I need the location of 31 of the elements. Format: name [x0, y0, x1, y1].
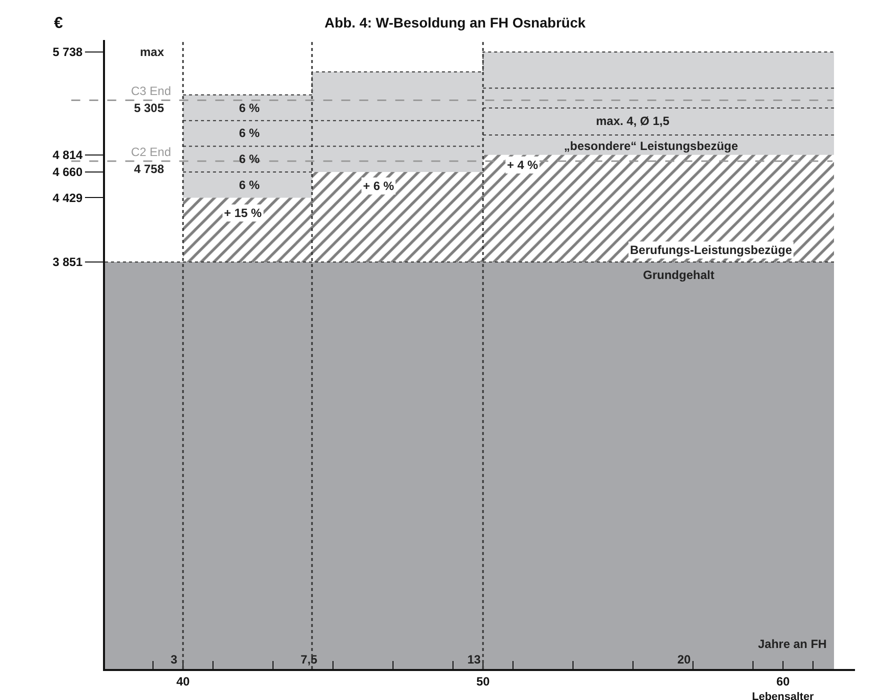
annotation: 6 % — [239, 101, 260, 115]
annotation: „besondere“ Leistungsbezüge — [564, 139, 738, 153]
x2-axis-title: Jahre an FH — [758, 637, 827, 651]
annotation: 6 % — [239, 126, 260, 140]
annotation: + 6 % — [363, 179, 394, 193]
x2-tick-label: 20 — [677, 652, 691, 667]
y-axis-title: € — [54, 15, 63, 32]
x-tick-label: 50 — [476, 674, 490, 688]
x2-tick-label: 13 — [467, 652, 481, 667]
y-tick-label: 5 738 — [52, 45, 83, 60]
x-tick-label: 60 — [776, 674, 790, 688]
y-tick-label: 4 814 — [52, 148, 83, 162]
x-tick-label: 40 — [176, 674, 190, 688]
annotation: Grundgehalt — [643, 268, 714, 282]
annotation: 4 758 — [134, 162, 164, 176]
annotation: 6 % — [239, 152, 260, 166]
ref-line-label: C3 End — [131, 84, 172, 98]
y-tick-label: 4 660 — [52, 165, 83, 180]
annotation: Berufungs-Leistungsbezüge — [630, 243, 792, 257]
x2-tick-label: 3 — [170, 652, 178, 667]
annotation: + 4 % — [507, 158, 538, 172]
annotation: 6 % — [239, 178, 260, 192]
x-axis-title: Lebensalter — [752, 691, 814, 700]
y-tick-label: 3 851 — [52, 255, 83, 270]
annotation: max. 4, Ø 1,5 — [596, 114, 670, 128]
annotation: max — [140, 45, 164, 59]
y-tick-label: 4 429 — [52, 190, 83, 205]
ref-line-label: C2 End — [131, 145, 172, 159]
annotation: + 15 % — [224, 206, 262, 220]
annotation: 5 305 — [134, 101, 164, 115]
chart-title: Abb. 4: W-Besoldung an FH Osnabrück — [324, 14, 586, 30]
